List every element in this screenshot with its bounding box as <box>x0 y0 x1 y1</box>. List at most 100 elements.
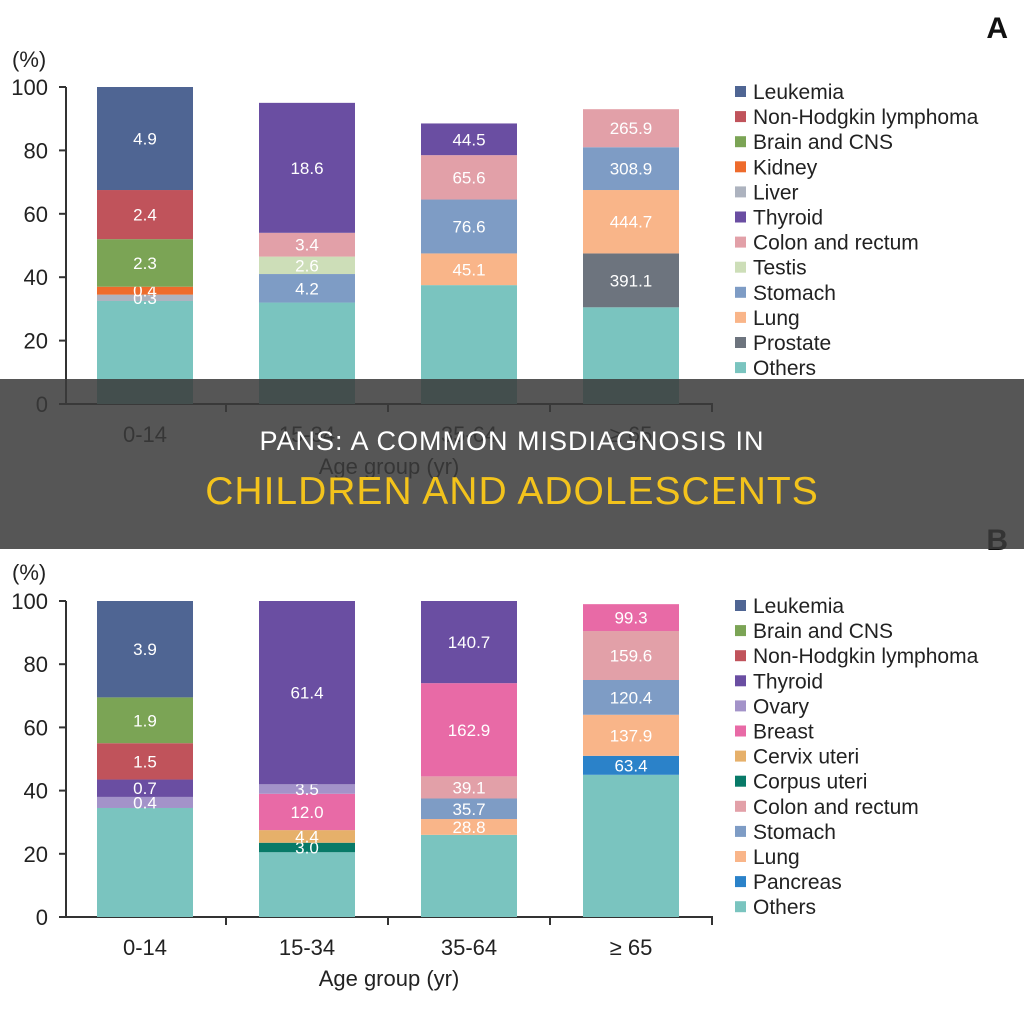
bar-segment-ovary <box>259 784 355 794</box>
bar-segment-stomach <box>259 274 355 303</box>
data-label: 0.4 <box>133 793 157 812</box>
bar-segment-leukemia <box>97 601 193 698</box>
legend-swatch-corpus-uteri <box>735 775 746 787</box>
legend-item-breast: Breast <box>753 721 814 744</box>
legend-item-colon-and-rectum: Colon and rectum <box>753 796 919 819</box>
legend-item-brain-and-cns: Brain and CNS <box>753 131 893 154</box>
bar-segment-colon-and-rectum <box>421 776 517 799</box>
data-label: 162.9 <box>448 721 491 740</box>
bar-segment-liver <box>97 294 193 301</box>
legend-swatch-lung <box>735 851 746 862</box>
data-label: 65.6 <box>452 168 485 187</box>
y-tick-label: 80 <box>24 138 48 163</box>
bar-segment-thyroid <box>421 123 517 156</box>
data-label: 444.7 <box>610 213 653 232</box>
data-label: 45.1 <box>452 260 485 279</box>
legend-item-testis: Testis <box>753 257 807 280</box>
legend-swatch-kidney <box>735 161 746 173</box>
legend-item-lung: Lung <box>753 846 800 869</box>
legend-swatch-brain-and-cns <box>735 136 746 148</box>
legend-item-stomach: Stomach <box>753 821 836 844</box>
legend-swatch-non-hodgkin-lymphoma <box>735 650 746 662</box>
legend-item-prostate: Prostate <box>753 332 831 355</box>
bar-segment-brain-and-cns <box>97 239 193 287</box>
legend-swatch-others <box>735 901 746 913</box>
legend-swatch-stomach <box>735 825 746 837</box>
chart-panel-b: B(%)0204060801000.40.71.51.93.90-143.04.… <box>11 524 1008 991</box>
data-label: 159.6 <box>610 647 653 666</box>
data-label: 35.7 <box>452 800 485 819</box>
bar-segment-colon-and-rectum <box>583 109 679 148</box>
data-label: 391.1 <box>610 271 653 290</box>
bar-segment-non-hodgkin-lymphoma <box>97 743 193 780</box>
legend-item-colon-and-rectum: Colon and rectum <box>753 232 919 255</box>
legend-item-non-hodgkin-lymphoma: Non-Hodgkin lymphoma <box>753 645 979 668</box>
legend-swatch-brain-and-cns <box>735 625 746 637</box>
bar-segment-leukemia <box>97 87 193 191</box>
bar-segment-breast <box>583 604 679 632</box>
title-banner <box>0 379 1024 549</box>
bar-segment-brain-and-cns <box>97 697 193 744</box>
legend-swatch-thyroid <box>735 675 746 687</box>
legend-item-others: Others <box>753 896 816 919</box>
data-label: 137.9 <box>610 726 653 745</box>
data-label: 1.5 <box>133 752 157 771</box>
legend-swatch-lung <box>735 311 746 323</box>
legend-swatch-ovary <box>735 700 746 712</box>
x-tick-label: ≥ 65 <box>610 935 653 960</box>
data-label: 120.4 <box>610 688 653 707</box>
bar-segment-thyroid <box>97 779 193 797</box>
legend-item-kidney: Kidney <box>753 156 818 179</box>
data-label: 1.9 <box>133 711 157 730</box>
legend-swatch-stomach <box>735 286 746 298</box>
data-label: 3.9 <box>133 640 157 659</box>
data-label: 28.8 <box>452 818 485 837</box>
legend-item-others: Others <box>753 357 816 380</box>
bar-segment-testis <box>259 256 355 275</box>
legend-swatch-others <box>735 362 746 374</box>
legend-swatch-leukemia <box>735 600 746 611</box>
data-label: 44.5 <box>452 130 485 149</box>
bar-segment-colon-and-rectum <box>583 631 679 680</box>
x-tick-label: 0-14 <box>123 935 167 960</box>
data-label: 3.0 <box>295 838 319 857</box>
legend-item-leukemia: Leukemia <box>753 81 844 104</box>
bar-segment-cervix-uteri <box>259 830 355 843</box>
bar-segment-breast <box>421 683 517 777</box>
legend-item-non-hodgkin-lymphoma: Non-Hodgkin lymphoma <box>753 106 979 129</box>
bar-segment-thyroid <box>259 601 355 785</box>
legend-swatch-cervix-uteri <box>735 750 746 762</box>
data-label: 4.2 <box>295 279 319 298</box>
x-tick-label: 35-64 <box>441 935 497 960</box>
legend-swatch-testis <box>735 261 746 273</box>
y-axis-label: (%) <box>12 47 46 72</box>
bar-segment-corpus-uteri <box>259 842 355 853</box>
data-label: 3.5 <box>295 780 319 799</box>
legend-item-stomach: Stomach <box>753 282 836 305</box>
data-label: 4.9 <box>133 130 157 149</box>
data-label: 2.4 <box>133 206 157 225</box>
bar-segment-others <box>421 834 517 917</box>
data-label: 3.4 <box>295 236 319 255</box>
legend-swatch-leukemia <box>735 86 746 97</box>
legend-swatch-pancreas <box>735 876 746 888</box>
legend-swatch-prostate <box>735 337 746 348</box>
y-tick-label: 60 <box>24 202 48 227</box>
y-tick-label: 100 <box>11 589 48 614</box>
bar-segment-stomach <box>421 199 517 254</box>
legend-item-liver: Liver <box>753 181 799 204</box>
data-label: 39.1 <box>452 778 485 797</box>
bar-segment-colon-and-rectum <box>259 232 355 257</box>
legend-swatch-thyroid <box>735 211 746 223</box>
legend-item-ovary: Ovary <box>753 695 810 718</box>
bar-segment-thyroid <box>259 102 355 233</box>
legend-item-brain-and-cns: Brain and CNS <box>753 620 893 643</box>
bar-segment-stomach <box>583 680 679 715</box>
bar-segment-pancreas <box>583 755 679 775</box>
bar-segment-stomach <box>421 798 517 820</box>
y-axis-label: (%) <box>12 560 46 585</box>
legend-swatch-colon-and-rectum <box>735 236 746 248</box>
y-tick-label: 80 <box>24 652 48 677</box>
banner-title-line2: CHILDREN AND ADOLESCENTS <box>205 470 819 513</box>
